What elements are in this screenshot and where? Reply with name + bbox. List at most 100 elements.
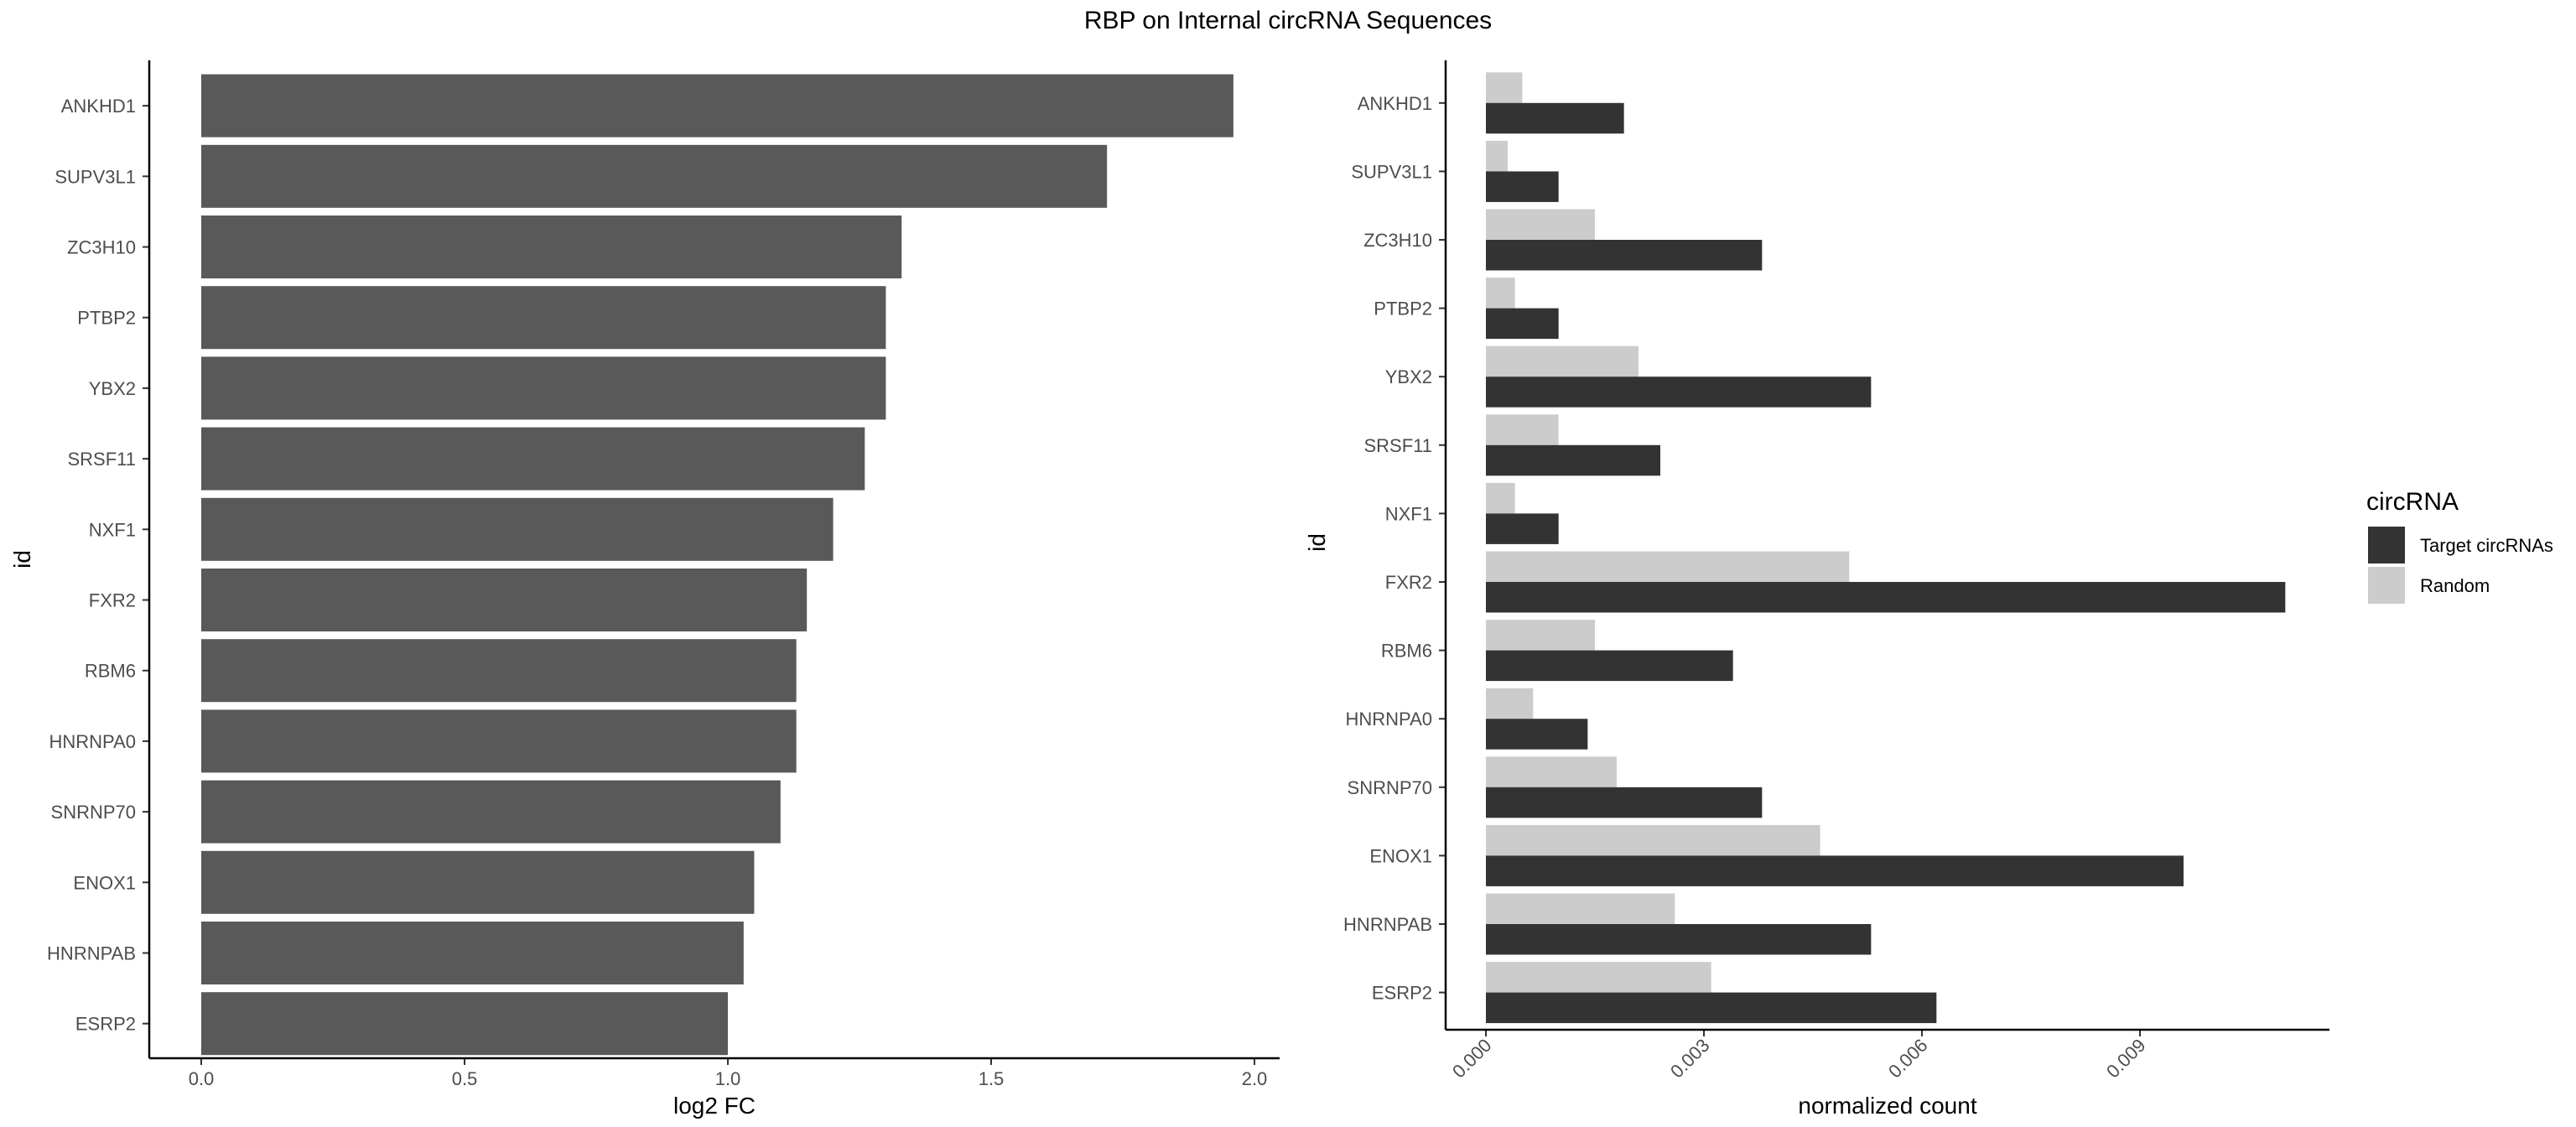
random-bar-snrnp70 xyxy=(1486,756,1617,787)
normalized-count-y-tick-label-esrp2: ESRP2 xyxy=(1372,983,1432,1004)
normalized-count-x-tick-label: 0.009 xyxy=(2102,1035,2150,1083)
normalized-count-bars xyxy=(1486,72,2286,1024)
log2fc-y-tick-label-srsf11: SRSF11 xyxy=(67,449,136,470)
log2fc-y-tick-label-hnrnpa0: HNRNPA0 xyxy=(49,731,136,752)
chart-title: RBP on Internal circRNA Sequences xyxy=(1084,7,1492,34)
log2fc-bar-hnrnpa0 xyxy=(201,709,797,773)
log2fc-x-tick-label: 1.0 xyxy=(715,1068,741,1089)
normalized-count-y-tick-label-enox1: ENOX1 xyxy=(1369,845,1432,866)
log2fc-bar-ybx2 xyxy=(201,356,886,420)
normalized-count-x-tick-labels: 0.000 0.003 0.006 0.009 xyxy=(1448,1030,2150,1082)
legend: circRNA Target circRNAs Random xyxy=(2366,488,2553,604)
log2fc-y-tick-label-ankhd1: ANKHD1 xyxy=(61,96,136,117)
target-bar-esrp2 xyxy=(1486,992,1937,1024)
normalized-count-panel: ANKHD1 SUPV3L1 ZC3H10 PTBP2 YBX2 SRSF11 NXF1 FX… xyxy=(1304,60,2329,1119)
log2fc-bars xyxy=(201,74,1233,1056)
log2fc-x-tick-label: 1.5 xyxy=(979,1068,1005,1089)
log2fc-bar-supv3l1 xyxy=(201,144,1108,208)
log2fc-x-tick-label: 0.5 xyxy=(452,1068,478,1089)
log2fc-bar-enox1 xyxy=(201,850,755,914)
normalized-count-x-tick-label: 0.003 xyxy=(1666,1035,1714,1083)
log2fc-bar-esrp2 xyxy=(201,992,728,1056)
normalized-count-y-tick-label-hnrnpab: HNRNPAB xyxy=(1343,914,1432,935)
normalized-count-y-tick-label-ptbp2: PTBP2 xyxy=(1374,299,1432,319)
random-bar-zc3h10 xyxy=(1486,209,1595,240)
log2fc-bar-ankhd1 xyxy=(201,74,1233,138)
log2fc-x-tick-label: 2.0 xyxy=(1242,1068,1268,1089)
target-bar-hnrnpa0 xyxy=(1486,719,1588,750)
normalized-count-x-axis-title: normalized count xyxy=(1798,1093,1976,1119)
legend-swatch-target-circrnas xyxy=(2368,527,2405,564)
legend-label-target-circrnas: Target circRNAs xyxy=(2420,535,2553,556)
target-bar-hnrnpab xyxy=(1486,924,1872,955)
target-bar-ptbp2 xyxy=(1486,308,1559,340)
normalized-count-y-axis-title: id xyxy=(1304,533,1330,552)
random-bar-esrp2 xyxy=(1486,962,1711,993)
target-bar-srsf11 xyxy=(1486,444,1660,476)
log2fc-y-tick-label-zc3h10: ZC3H10 xyxy=(67,237,136,258)
random-bar-hnrnpab xyxy=(1486,893,1675,924)
legend-title: circRNA xyxy=(2366,488,2459,516)
log2fc-x-axis-title: log2 FC xyxy=(673,1093,756,1119)
log2fc-bar-hnrnpab xyxy=(201,922,744,984)
target-bar-rbm6 xyxy=(1486,650,1733,682)
random-bar-supv3l1 xyxy=(1486,140,1508,172)
random-bar-rbm6 xyxy=(1486,620,1595,651)
normalized-count-y-tick-label-ybx2: YBX2 xyxy=(1385,366,1432,387)
random-bar-nxf1 xyxy=(1486,482,1515,514)
normalized-count-y-tick-label-hnrnpa0: HNRNPA0 xyxy=(1345,709,1432,730)
log2fc-y-tick-label-ptbp2: PTBP2 xyxy=(77,308,136,329)
target-bar-ybx2 xyxy=(1486,377,1872,408)
normalized-count-y-tick-label-rbm6: RBM6 xyxy=(1381,641,1432,662)
log2fc-bar-snrnp70 xyxy=(201,780,781,844)
log2fc-bar-srsf11 xyxy=(201,427,865,491)
target-bar-snrnp70 xyxy=(1486,787,1763,818)
target-bar-zc3h10 xyxy=(1486,240,1763,271)
log2fc-y-axis-title: id xyxy=(9,550,35,569)
normalized-count-y-tick-labels: ANKHD1 SUPV3L1 ZC3H10 PTBP2 YBX2 SRSF11 NXF1 FX… xyxy=(1343,93,1446,1004)
log2fc-y-tick-label-hnrnpab: HNRNPAB xyxy=(47,943,136,964)
random-bar-srsf11 xyxy=(1486,414,1559,445)
target-bar-fxr2 xyxy=(1486,582,2286,613)
log2fc-y-tick-label-fxr2: FXR2 xyxy=(89,590,136,611)
random-bar-hnrnpa0 xyxy=(1486,688,1534,719)
target-bar-supv3l1 xyxy=(1486,171,1559,202)
log2fc-y-tick-label-snrnp70: SNRNP70 xyxy=(51,802,136,823)
log2fc-panel: ANKHD1 SUPV3L1 ZC3H10 PTBP2 YBX2 SRSF11 NXF1 FX… xyxy=(9,60,1280,1119)
normalized-count-y-tick-label-ankhd1: ANKHD1 xyxy=(1358,93,1432,114)
log2fc-bar-nxf1 xyxy=(201,497,834,561)
random-bar-fxr2 xyxy=(1486,551,1850,582)
log2fc-bar-rbm6 xyxy=(201,639,797,703)
log2fc-y-tick-label-rbm6: RBM6 xyxy=(85,661,136,682)
normalized-count-y-tick-label-snrnp70: SNRNP70 xyxy=(1348,777,1432,798)
normalized-count-y-tick-label-srsf11: SRSF11 xyxy=(1363,435,1432,456)
random-bar-ptbp2 xyxy=(1486,278,1515,309)
log2fc-y-tick-label-nxf1: NXF1 xyxy=(89,519,136,540)
random-bar-ankhd1 xyxy=(1486,72,1523,103)
random-bar-ybx2 xyxy=(1486,345,1639,377)
log2fc-bar-ptbp2 xyxy=(201,286,886,350)
log2fc-y-tick-labels: ANKHD1 SUPV3L1 ZC3H10 PTBP2 YBX2 SRSF11 NXF1 FX… xyxy=(47,96,149,1035)
log2fc-y-tick-label-supv3l1: SUPV3L1 xyxy=(55,166,136,187)
normalized-count-y-tick-label-zc3h10: ZC3H10 xyxy=(1363,230,1432,251)
normalized-count-y-tick-label-supv3l1: SUPV3L1 xyxy=(1351,161,1432,182)
log2fc-y-tick-label-enox1: ENOX1 xyxy=(73,872,136,893)
random-bar-enox1 xyxy=(1486,824,1820,856)
legend-swatch-random xyxy=(2368,567,2405,604)
log2fc-x-tick-label: 0.0 xyxy=(189,1068,215,1089)
target-bar-enox1 xyxy=(1486,855,2184,886)
normalized-count-x-tick-label: 0.000 xyxy=(1448,1035,1496,1083)
log2fc-bar-fxr2 xyxy=(201,569,808,631)
normalized-count-x-tick-label: 0.006 xyxy=(1884,1035,1932,1083)
log2fc-x-tick-labels: 0.0 0.5 1.0 1.5 2.0 xyxy=(189,1058,1268,1089)
normalized-count-y-tick-label-fxr2: FXR2 xyxy=(1385,572,1432,593)
target-bar-nxf1 xyxy=(1486,513,1559,544)
log2fc-bar-zc3h10 xyxy=(201,216,902,278)
normalized-count-y-tick-label-nxf1: NXF1 xyxy=(1385,503,1432,524)
log2fc-y-tick-label-ybx2: YBX2 xyxy=(89,378,136,399)
log2fc-y-tick-label-esrp2: ESRP2 xyxy=(75,1014,136,1035)
legend-label-random: Random xyxy=(2420,575,2490,596)
target-bar-ankhd1 xyxy=(1486,102,1624,134)
